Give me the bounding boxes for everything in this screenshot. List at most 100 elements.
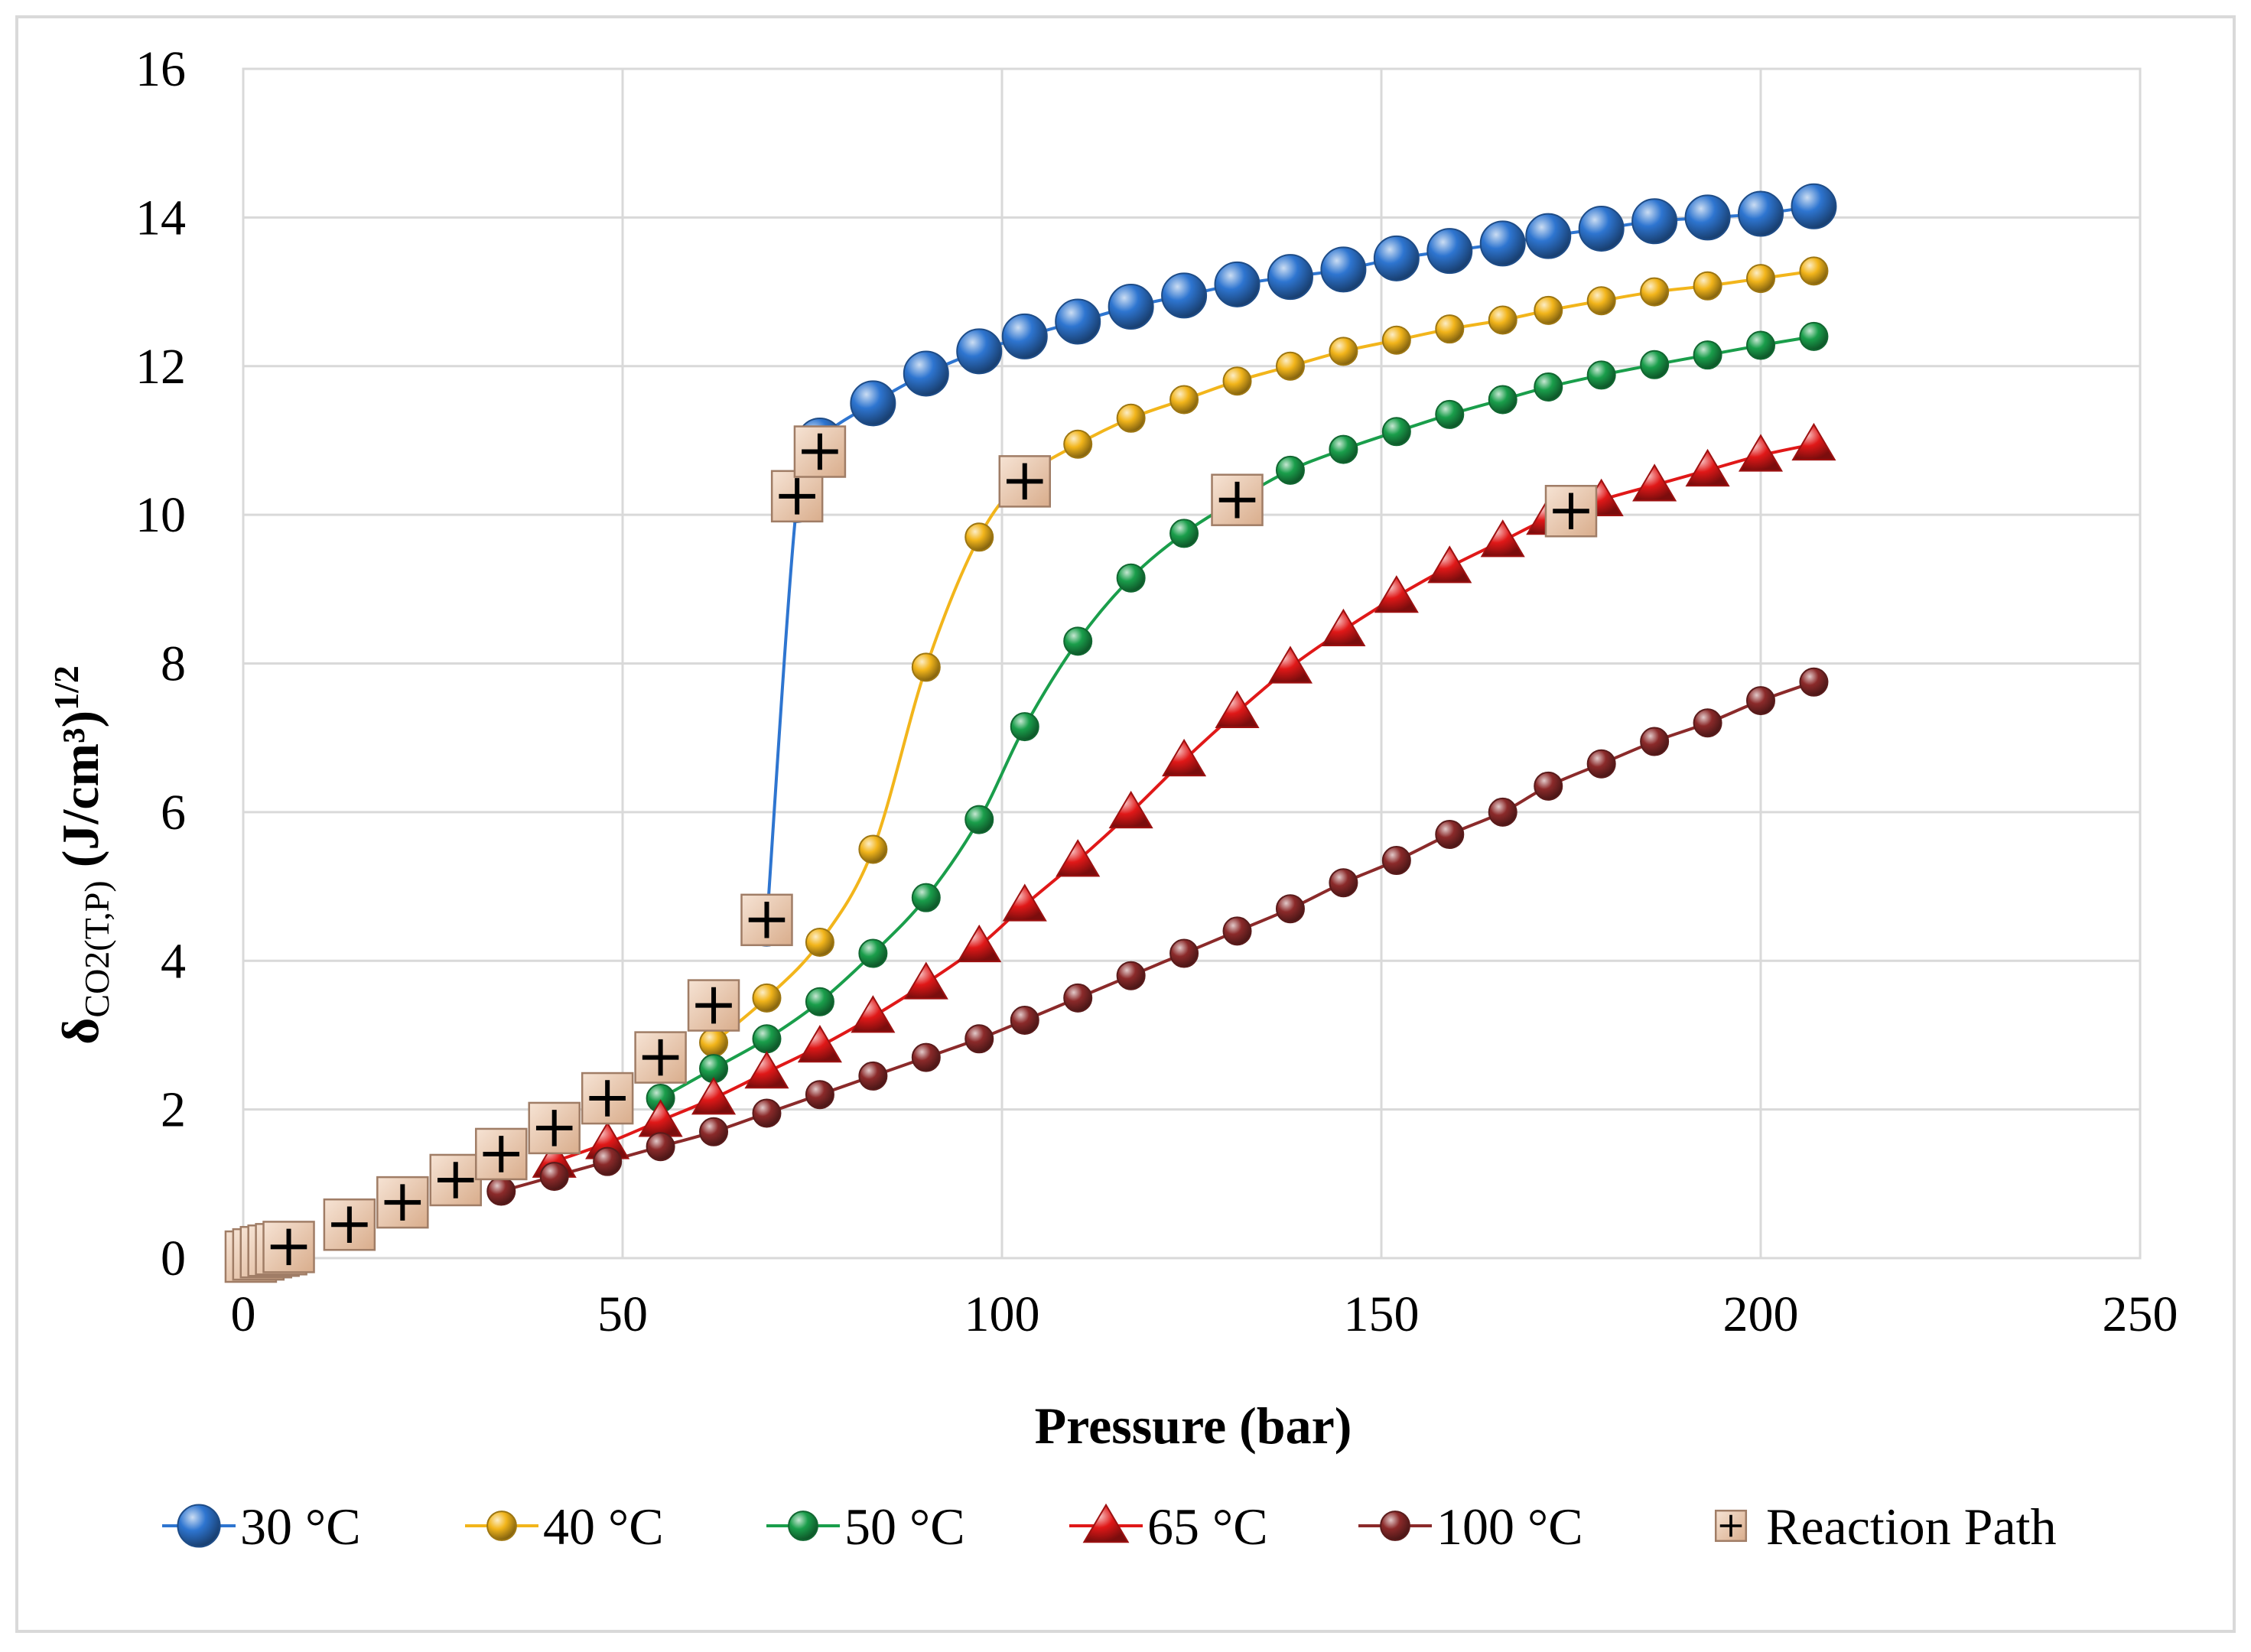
- data-point-reaction-path: [429, 1153, 483, 1207]
- legend-item-100-c: 100 °C: [1358, 1498, 1583, 1556]
- legend-label: 50 °C: [844, 1498, 965, 1556]
- data-point-65-c: [1321, 608, 1366, 647]
- data-point-100-c: [593, 1146, 623, 1176]
- data-point-40-c: [1169, 385, 1199, 415]
- data-point-100-c: [646, 1132, 675, 1162]
- data-point-40-c: [805, 927, 834, 957]
- data-point-65-c: [691, 1077, 737, 1115]
- legend: 30 °C 40 °C 50 °C 65 °C 100 °C Reaction Path: [162, 1498, 2057, 1556]
- data-point-50-c: [752, 1024, 782, 1054]
- data-point-30-c: [1525, 213, 1572, 259]
- data-point-40-c: [1063, 429, 1093, 459]
- x-axis-title: Pressure (bar): [1035, 1397, 1352, 1455]
- data-point-100-c: [1435, 820, 1465, 850]
- data-point-40-c: [858, 834, 888, 864]
- data-point-30-c: [1791, 183, 1837, 229]
- y-tick-label: 14: [135, 190, 186, 246]
- legend-marker: [1714, 1509, 1748, 1543]
- x-tick-label: 50: [597, 1286, 648, 1342]
- data-point-100-c: [1169, 938, 1199, 968]
- data-point-100-c: [1116, 961, 1146, 990]
- data-point-50-c: [1693, 340, 1722, 370]
- data-point-100-c: [1010, 1006, 1039, 1035]
- data-point-65-c: [903, 961, 948, 1000]
- data-point-50-c: [911, 883, 941, 912]
- data-point-100-c: [1381, 846, 1411, 876]
- data-point-reaction-path: [793, 425, 847, 478]
- data-point-100-c: [1640, 727, 1670, 756]
- data-point-50-c: [1799, 321, 1829, 351]
- y-axis-title: δCO2(T,P) (J/cm³)1/2: [47, 665, 116, 1045]
- data-point-40-c: [1746, 264, 1775, 294]
- data-point-40-c: [1799, 256, 1829, 286]
- data-point-65-c: [1162, 738, 1207, 777]
- series-markers-reaction-path: [224, 425, 1598, 1283]
- data-point-50-c: [1640, 350, 1670, 379]
- data-point-100-c: [486, 1176, 516, 1206]
- data-point-30-c: [1108, 284, 1154, 330]
- data-point-50-c: [1488, 385, 1517, 415]
- legend-marker: [486, 1511, 517, 1541]
- data-point-50-c: [1169, 519, 1199, 548]
- data-point-100-c: [805, 1080, 834, 1110]
- data-point-100-c: [858, 1061, 888, 1091]
- data-point-50-c: [1010, 712, 1039, 742]
- data-point-40-c: [1693, 271, 1722, 301]
- legend-label: 100 °C: [1436, 1498, 1583, 1556]
- series-markers-50-c: [646, 321, 1829, 1114]
- data-point-reaction-path: [740, 893, 793, 947]
- x-tick-label: 200: [1723, 1286, 1799, 1342]
- data-point-40-c: [1640, 277, 1670, 307]
- legend-item-40-c: 40 °C: [465, 1498, 664, 1556]
- axes: 0 50 100 150 200 250 0 2 4 6 8 10 12 14 16: [135, 41, 2178, 1342]
- data-point-65-c: [1685, 448, 1730, 487]
- data-point-30-c: [1578, 205, 1625, 252]
- data-point-30-c: [1738, 190, 1784, 237]
- data-point-30-c: [1631, 198, 1678, 245]
- data-point-40-c: [1488, 305, 1517, 335]
- data-point-50-c: [805, 987, 834, 1016]
- data-point-50-c: [1435, 399, 1465, 429]
- data-point-50-c: [1381, 417, 1411, 447]
- data-point-100-c: [1693, 708, 1722, 738]
- data-point-reaction-path: [998, 455, 1052, 508]
- data-point-100-c: [699, 1117, 729, 1146]
- data-point-reaction-path: [770, 470, 824, 523]
- data-point-50-c: [1063, 626, 1093, 656]
- data-point-65-c: [1738, 434, 1784, 472]
- data-point-reaction-path: [376, 1176, 429, 1229]
- x-tick-label: 100: [964, 1286, 1040, 1342]
- data-point-100-c: [1488, 797, 1517, 827]
- legend-marker: [788, 1511, 818, 1541]
- data-point-40-c: [1586, 286, 1616, 316]
- data-point-30-c: [1055, 298, 1101, 345]
- data-point-40-c: [1116, 403, 1146, 433]
- legend-item-50-c: 50 °C: [766, 1498, 965, 1556]
- x-tick-label: 250: [2103, 1286, 2178, 1342]
- data-point-30-c: [1479, 220, 1526, 267]
- data-point-reaction-path: [528, 1101, 581, 1155]
- data-point-65-c: [744, 1051, 789, 1089]
- data-point-reaction-path: [323, 1198, 376, 1251]
- legend-label: Reaction Path: [1766, 1498, 2057, 1556]
- data-point-reaction-path: [581, 1072, 634, 1125]
- data-point-50-c: [1746, 330, 1775, 360]
- y-tick-label: 12: [135, 339, 186, 395]
- data-point-100-c: [1275, 894, 1305, 924]
- y-axis-title-unit: (J/cm³): [51, 711, 109, 880]
- series-markers-40-c: [699, 256, 1829, 1058]
- data-point-40-c: [1275, 351, 1305, 381]
- data-point-40-c: [699, 1028, 729, 1058]
- y-tick-label: 0: [161, 1231, 186, 1286]
- marker-layer: [224, 183, 1837, 1283]
- data-point-40-c: [964, 522, 994, 552]
- legend-item-65-c: 65 °C: [1069, 1498, 1268, 1556]
- series-markers-100-c: [486, 667, 1829, 1206]
- data-point-50-c: [858, 938, 888, 968]
- data-point-reaction-path: [1544, 485, 1598, 538]
- data-point-40-c: [911, 652, 941, 682]
- legend-marker: [1380, 1511, 1410, 1541]
- data-point-65-c: [1374, 575, 1419, 613]
- y-axis-title-main: δ: [51, 1018, 109, 1045]
